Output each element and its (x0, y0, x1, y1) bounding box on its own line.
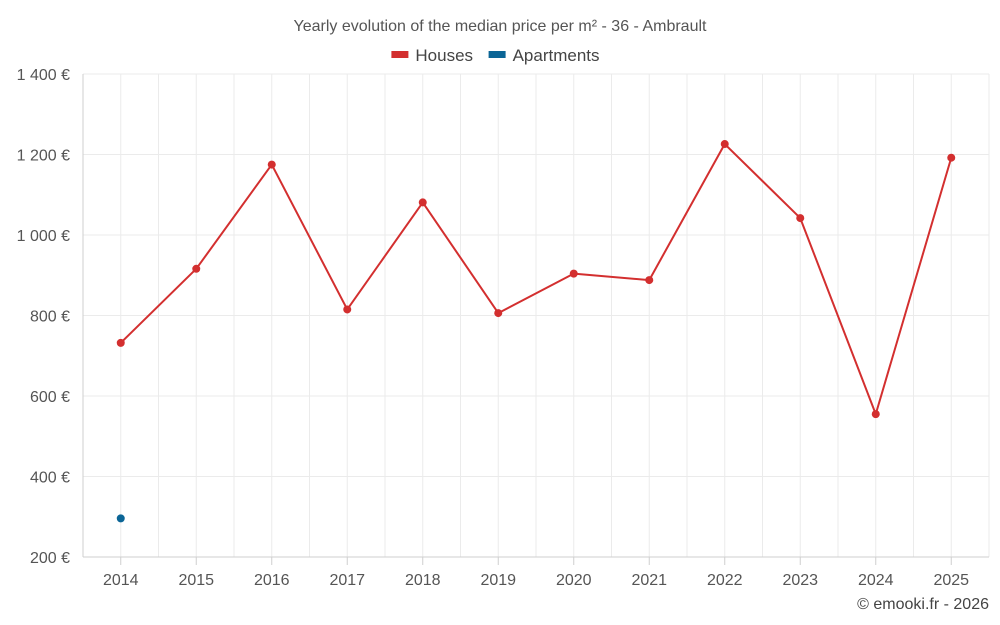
data-point-houses (645, 276, 654, 285)
credit-text: © emooki.fr - 2026 (857, 596, 989, 613)
data-point-houses (569, 269, 578, 278)
y-tick-label: 800 € (30, 309, 70, 326)
x-tick-label: 2021 (631, 572, 667, 589)
data-point-houses (343, 305, 352, 314)
x-tick-label: 2017 (329, 572, 365, 589)
data-point-houses (267, 160, 276, 169)
x-tick-label: 2015 (178, 572, 214, 589)
data-point-houses (871, 410, 880, 419)
data-point-houses (720, 140, 729, 149)
x-tick-label: 2023 (782, 572, 818, 589)
y-tick-label: 1 400 € (17, 67, 70, 84)
x-tick-label: 2024 (858, 572, 894, 589)
data-point-houses (494, 309, 503, 318)
legend-label-apartments: Apartments (513, 46, 600, 65)
data-point-houses (192, 264, 201, 273)
x-tick-label: 2022 (707, 572, 743, 589)
x-tick-label: 2018 (405, 572, 441, 589)
legend-swatch-houses (391, 51, 409, 58)
data-point-houses (796, 214, 805, 223)
series-line-houses (120, 143, 953, 416)
x-tick-label: 2014 (103, 572, 139, 589)
y-tick-label: 1 000 € (17, 228, 70, 245)
x-tick-label: 2019 (480, 572, 516, 589)
x-tick-label: 2020 (556, 572, 592, 589)
y-axis: 200 € 400 € 600 € 800 € 1 000 € 1 200 € 1 400 … (17, 67, 84, 567)
legend-label-houses: Houses (415, 46, 473, 65)
y-tick-label: 600 € (30, 389, 70, 406)
data-point-houses (116, 338, 125, 347)
data-point-houses (947, 153, 956, 162)
y-tick-label: 200 € (30, 550, 70, 567)
legend-swatch-apartments (488, 51, 506, 58)
x-axis: 2014 2015 2016 2017 2018 2019 2020 2021 2022 2023… (83, 556, 989, 589)
series-layer (116, 140, 956, 523)
x-tick-label: 2025 (933, 572, 969, 589)
chart-title: Yearly evolution of the median price per… (294, 18, 708, 35)
data-point-houses (418, 198, 427, 207)
x-tick-label: 2016 (254, 572, 290, 589)
y-tick-label: 400 € (30, 470, 70, 487)
data-point-apartments (116, 514, 125, 523)
y-tick-label: 1 200 € (17, 148, 70, 165)
grid-lines (82, 73, 990, 557)
legend: Houses Apartments (391, 46, 600, 65)
